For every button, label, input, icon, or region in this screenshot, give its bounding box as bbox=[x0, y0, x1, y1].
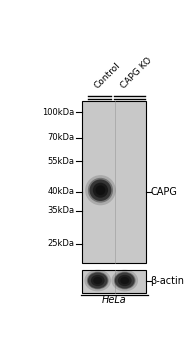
Ellipse shape bbox=[93, 277, 102, 284]
Text: 25kDa: 25kDa bbox=[48, 239, 75, 248]
Text: CAPG: CAPG bbox=[151, 187, 177, 197]
Ellipse shape bbox=[88, 272, 108, 289]
Bar bbox=[82, 270, 146, 293]
Text: 100kDa: 100kDa bbox=[42, 107, 75, 117]
Text: HeLa: HeLa bbox=[102, 295, 126, 305]
Ellipse shape bbox=[95, 186, 105, 195]
Ellipse shape bbox=[88, 178, 113, 203]
Ellipse shape bbox=[93, 183, 108, 198]
Ellipse shape bbox=[115, 272, 135, 289]
Ellipse shape bbox=[120, 277, 129, 284]
Ellipse shape bbox=[91, 275, 105, 286]
Bar bbox=[82, 101, 146, 263]
Text: 35kDa: 35kDa bbox=[47, 206, 75, 215]
Ellipse shape bbox=[111, 270, 138, 292]
Text: β-actin: β-actin bbox=[151, 275, 185, 286]
Text: 40kDa: 40kDa bbox=[48, 187, 75, 196]
Text: Control: Control bbox=[93, 61, 122, 91]
Ellipse shape bbox=[87, 272, 109, 289]
Ellipse shape bbox=[90, 180, 111, 201]
Ellipse shape bbox=[118, 275, 132, 286]
Text: 70kDa: 70kDa bbox=[47, 133, 75, 142]
Ellipse shape bbox=[84, 270, 111, 292]
Text: 55kDa: 55kDa bbox=[48, 156, 75, 166]
Text: CAPG KO: CAPG KO bbox=[119, 56, 154, 91]
Ellipse shape bbox=[85, 175, 116, 205]
Ellipse shape bbox=[114, 272, 136, 289]
